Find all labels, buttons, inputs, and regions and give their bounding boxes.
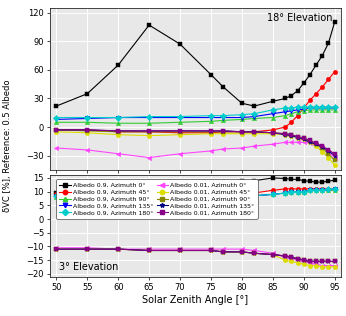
Text: 18° Elevation: 18° Elevation bbox=[266, 13, 332, 23]
Text: δVC [%], Reference: 0.5 Albedo: δVC [%], Reference: 0.5 Albedo bbox=[3, 79, 12, 212]
Legend: Albedo 0.9, Azimuth 0°, Albedo 0.9, Azimuth 45°, Albedo 0.9, Azimuth 90°, Albedo: Albedo 0.9, Azimuth 0°, Albedo 0.9, Azim… bbox=[56, 179, 257, 219]
Text: 3° Elevation: 3° Elevation bbox=[59, 263, 118, 272]
X-axis label: Solar Zenith Angle [°]: Solar Zenith Angle [°] bbox=[143, 295, 248, 305]
